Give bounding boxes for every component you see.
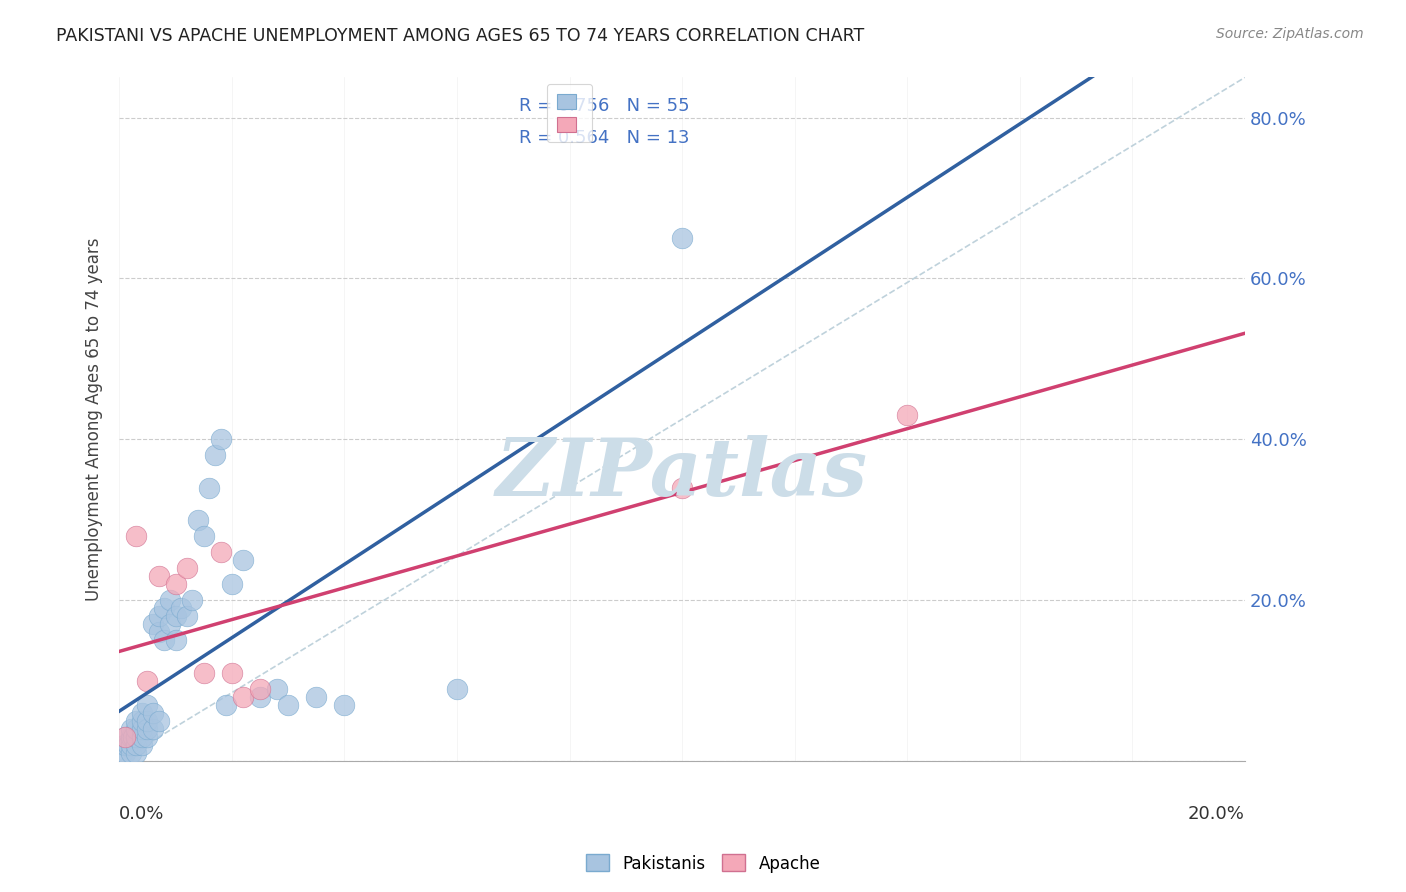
Text: 0.0%: 0.0% [120, 805, 165, 823]
Point [193, 665, 215, 680]
Point [131, 738, 153, 752]
Point [114, 746, 136, 760]
Point [209, 545, 232, 559]
Point [111, 746, 134, 760]
Point [181, 593, 204, 607]
Point [153, 633, 176, 648]
Point [176, 609, 198, 624]
Point [131, 730, 153, 744]
Point [125, 746, 148, 760]
Point [170, 601, 193, 615]
Point [117, 738, 139, 752]
Point [446, 681, 468, 696]
Point [198, 481, 221, 495]
Legend: , : , [547, 85, 592, 142]
Point [131, 706, 153, 720]
Point [671, 231, 693, 245]
Point [136, 730, 159, 744]
Point [136, 673, 159, 688]
Point [333, 698, 356, 712]
Point [193, 529, 215, 543]
Point [120, 730, 142, 744]
Legend: Pakistanis, Apache: Pakistanis, Apache [579, 847, 827, 880]
Point [142, 722, 165, 736]
Point [671, 481, 693, 495]
Y-axis label: Unemployment Among Ages 65 to 74 years: Unemployment Among Ages 65 to 74 years [86, 237, 103, 601]
Point [122, 730, 145, 744]
Point [215, 698, 238, 712]
Point [277, 698, 299, 712]
Point [148, 714, 170, 728]
Point [249, 690, 271, 704]
Point [114, 730, 136, 744]
Point [266, 681, 288, 696]
Point [176, 561, 198, 575]
Point [125, 730, 148, 744]
Point [896, 408, 918, 422]
Point [114, 730, 136, 744]
Point [165, 609, 187, 624]
Point [131, 714, 153, 728]
Point [125, 738, 148, 752]
Point [148, 625, 170, 640]
Point [131, 722, 153, 736]
Point [142, 706, 165, 720]
Point [232, 553, 254, 567]
Point [112, 738, 135, 752]
Point [136, 714, 159, 728]
Point [305, 690, 328, 704]
Point [114, 738, 136, 752]
Point [136, 722, 159, 736]
Point [204, 449, 226, 463]
Point [153, 601, 176, 615]
Point [159, 593, 181, 607]
Point [165, 577, 187, 591]
Point [120, 738, 142, 752]
Point [125, 714, 148, 728]
Point [148, 609, 170, 624]
Point [142, 617, 165, 632]
Text: R = 0.756   N = 55: R = 0.756 N = 55 [519, 97, 689, 115]
Point [249, 681, 271, 696]
Point [187, 513, 209, 527]
Text: ZIPatlas: ZIPatlas [496, 435, 868, 513]
Point [159, 617, 181, 632]
Text: 20.0%: 20.0% [1188, 805, 1244, 823]
Point [125, 529, 148, 543]
Point [165, 633, 187, 648]
Text: R = 0.564   N = 13: R = 0.564 N = 13 [519, 128, 689, 146]
Text: PAKISTANI VS APACHE UNEMPLOYMENT AMONG AGES 65 TO 74 YEARS CORRELATION CHART: PAKISTANI VS APACHE UNEMPLOYMENT AMONG A… [56, 27, 865, 45]
Point [125, 722, 148, 736]
Point [221, 577, 243, 591]
Text: Source: ZipAtlas.com: Source: ZipAtlas.com [1216, 27, 1364, 41]
Point [120, 746, 142, 760]
Point [136, 698, 159, 712]
Point [209, 433, 232, 447]
Point [148, 569, 170, 583]
Point [232, 690, 254, 704]
Point [221, 665, 243, 680]
Point [120, 722, 142, 736]
